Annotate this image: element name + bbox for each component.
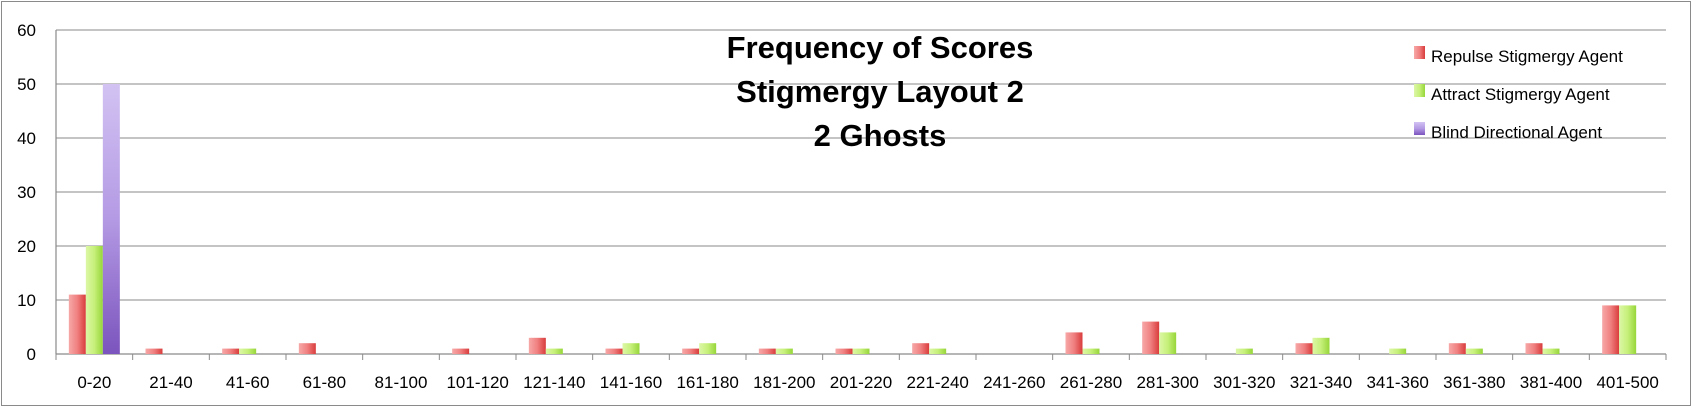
chart-title-line-2: Stigmergy Layout 2 (736, 74, 1024, 109)
bar-0-101-120 (452, 348, 470, 354)
legend-label-repulse: Repulse Stigmergy Agent (1431, 47, 1623, 66)
x-tick-label-181-200: 181-200 (753, 373, 815, 392)
bars (68, 84, 1637, 354)
bar-0-0-20 (68, 294, 86, 354)
legend: Repulse Stigmergy Agent Attract Stigmerg… (1414, 46, 1623, 142)
x-tick-label-101-120: 101-120 (446, 373, 508, 392)
bar-1-361-380 (1465, 348, 1483, 354)
x-tick-label-281-300: 281-300 (1136, 373, 1198, 392)
bar-1-401-500 (1619, 305, 1637, 354)
bar-1-261-280 (1082, 348, 1100, 354)
x-tick-label-401-500: 401-500 (1596, 373, 1658, 392)
x-tick-label-221-240: 221-240 (906, 373, 968, 392)
bar-1-201-220 (852, 348, 870, 354)
y-tick-label-50: 50 (17, 75, 36, 94)
chart-title-line-3: 2 Ghosts (814, 118, 947, 153)
y-tick-label-30: 30 (17, 183, 36, 202)
bar-1-321-340 (1312, 337, 1330, 354)
bar-0-181-200 (758, 348, 776, 354)
bar-1-381-400 (1542, 348, 1560, 354)
bar-0-321-340 (1295, 343, 1313, 354)
bar-0-261-280 (1065, 332, 1083, 354)
x-tick-label-81-100: 81-100 (375, 373, 428, 392)
bar-1-281-300 (1159, 332, 1177, 354)
bar-1-0-20 (85, 246, 103, 354)
bar-0-21-40 (145, 348, 163, 354)
bar-0-201-220 (835, 348, 853, 354)
legend-item-blind: Blind Directional Agent (1414, 122, 1602, 142)
legend-label-blind: Blind Directional Agent (1431, 123, 1602, 142)
bar-1-121-140 (545, 348, 563, 354)
x-tick-label-261-280: 261-280 (1060, 373, 1122, 392)
bar-0-141-160 (605, 348, 623, 354)
x-tick-label-241-260: 241-260 (983, 373, 1045, 392)
x-tick-label-21-40: 21-40 (149, 373, 192, 392)
bar-0-121-140 (528, 337, 546, 354)
x-tick-label-0-20: 0-20 (77, 373, 111, 392)
bar-0-281-300 (1142, 321, 1160, 354)
bar-0-161-180 (682, 348, 700, 354)
bar-1-221-240 (929, 348, 947, 354)
x-tick-label-141-160: 141-160 (600, 373, 662, 392)
bar-0-61-80 (298, 343, 316, 354)
bar-0-221-240 (912, 343, 930, 354)
x-tick-label-41-60: 41-60 (226, 373, 269, 392)
tick-labels: 0 10 20 30 40 50 60 0-20 21-40 41-60 61-80 81-100 10… (17, 21, 1659, 392)
bar-1-41-60 (239, 348, 257, 354)
bar-1-161-180 (699, 343, 717, 354)
legend-swatch-repulse (1414, 46, 1425, 59)
x-tick-label-201-220: 201-220 (830, 373, 892, 392)
chart-title-line-1: Frequency of Scores (727, 30, 1034, 65)
bar-1-181-200 (775, 348, 793, 354)
bar-1-301-320 (1235, 348, 1253, 354)
x-tick-label-361-380: 361-380 (1443, 373, 1505, 392)
x-tick-label-381-400: 381-400 (1520, 373, 1582, 392)
bar-1-341-360 (1389, 348, 1407, 354)
y-tick-label-20: 20 (17, 237, 36, 256)
legend-swatch-attract (1414, 84, 1425, 97)
chart-title: Frequency of Scores Stigmergy Layout 2 2… (727, 30, 1034, 153)
y-tick-label-40: 40 (17, 129, 36, 148)
x-tick-label-121-140: 121-140 (523, 373, 585, 392)
y-tick-label-0: 0 (27, 345, 36, 364)
x-tick-label-61-80: 61-80 (303, 373, 346, 392)
y-tick-label-60: 60 (17, 21, 36, 40)
bar-1-141-160 (622, 343, 640, 354)
x-tick-label-301-320: 301-320 (1213, 373, 1275, 392)
bar-0-381-400 (1525, 343, 1543, 354)
bar-0-41-60 (222, 348, 240, 354)
gridlines (56, 29, 1666, 301)
legend-label-attract: Attract Stigmergy Agent (1431, 85, 1610, 104)
bar-2-0-20 (102, 84, 120, 354)
legend-item-repulse: Repulse Stigmergy Agent (1414, 46, 1623, 66)
x-tick-label-341-360: 341-360 (1366, 373, 1428, 392)
bar-0-401-500 (1602, 305, 1620, 354)
legend-swatch-blind (1414, 122, 1425, 135)
y-tick-label-10: 10 (17, 291, 36, 310)
legend-item-attract: Attract Stigmergy Agent (1414, 84, 1610, 104)
bar-0-361-380 (1448, 343, 1466, 354)
x-tick-label-321-340: 321-340 (1290, 373, 1352, 392)
x-tick-label-161-180: 161-180 (676, 373, 738, 392)
